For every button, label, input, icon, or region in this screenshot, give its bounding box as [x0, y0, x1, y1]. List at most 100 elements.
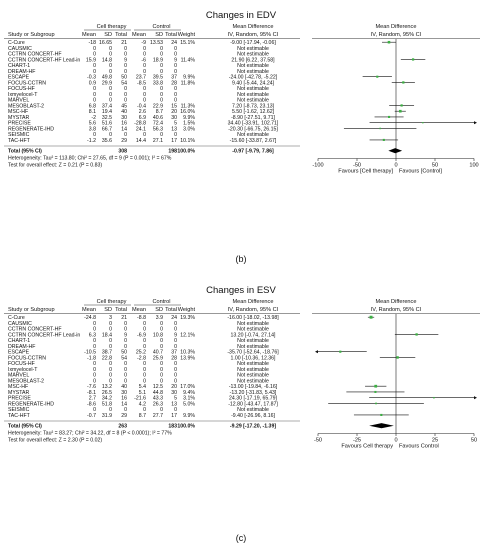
c1-row-e-sd: 0 [109, 321, 112, 327]
c0-favours-left-label: Favours [Cell therapy] [338, 169, 393, 175]
c0-row-c-sd: 56.3 [153, 126, 163, 132]
c1-row-e-sd: 0 [109, 344, 112, 350]
c0-row-e-sd: 29.9 [102, 80, 112, 86]
c1-row-e-total: 29 [121, 413, 127, 419]
c1-effect-square [415, 333, 418, 336]
c1-header-e-total: Total [115, 307, 127, 313]
c0-row-e-total: 45 [121, 103, 127, 109]
c1-row-study-label: C-Cure [8, 315, 25, 321]
c1-row-ci: 24.30 [-17.19, 65.79] [229, 396, 277, 402]
c1-row-e-total: 16 [121, 396, 127, 402]
c0-row-e-total: 14 [121, 126, 127, 132]
c1-row-e-total: 21 [121, 315, 127, 321]
c1-row-study-label: CAUSMIC [8, 321, 32, 327]
c1-row-e-total: 0 [124, 407, 127, 413]
c0-row-e-sd: 19.4 [102, 109, 112, 115]
c0-row-c-total: 17 [171, 138, 177, 144]
c1-row-e-mean: 0 [93, 344, 96, 350]
c1-row-study-label: DREAM-HF [8, 344, 35, 350]
c1-row-c-mean: 0 [143, 321, 146, 327]
c0-summary-diamond [388, 148, 403, 154]
c0-row-e-total: 16 [121, 121, 127, 127]
c1-row-c-sd: 12.5 [153, 384, 163, 390]
c0-row-e-sd: 51.6 [102, 121, 112, 127]
c1-row-e-mean: -10.5 [84, 350, 96, 356]
c1-row-study-label: MSC-HF [8, 384, 28, 390]
c0-row-e-sd: 49.8 [102, 75, 112, 81]
c0-row-c-sd: 27.1 [153, 138, 163, 144]
c1-row-study-label: CHART-1 [8, 338, 30, 344]
c1-row-c-total: 0 [174, 378, 177, 384]
c0-row-e-total: 0 [124, 63, 127, 69]
c1-x-tick-label: 0 [394, 438, 397, 444]
c0-row-c-mean: -9 [141, 40, 146, 46]
c1-header-md: Mean Difference [233, 299, 274, 305]
c1-row-weight: 9.9% [183, 413, 195, 419]
c0-effect-square [387, 40, 391, 44]
c0-total-weight: 100.0% [177, 149, 195, 155]
c0-x-tick-label: 0 [394, 163, 397, 169]
c1-effect-square [380, 413, 383, 416]
c1-favours-right-label: Favours Control [399, 444, 439, 450]
c0-header-e-sd: SD [104, 32, 112, 38]
c1-header-c-total: Total [165, 307, 177, 313]
c1-favours-left-label: Favours Cell therapy [341, 444, 393, 450]
c0-row-weight: 16.0% [180, 109, 195, 115]
c0-total-c-n: 198 [168, 149, 177, 155]
c1-row-e-mean: 0 [93, 338, 96, 344]
c1-row-c-total: 20 [171, 384, 177, 390]
c0-effect-square [400, 104, 403, 107]
c0-row-ci: 9.40 [-5.44, 24.24] [232, 80, 275, 86]
c0-header-md-method-plot: IV, Random, 95% CI [371, 32, 422, 38]
c1-row-e-mean: -1.8 [87, 355, 96, 361]
c0-row-e-sd: 0 [109, 132, 112, 138]
c0-row-e-total: 29 [121, 138, 127, 144]
c1-row-study-label: ESCAPE [8, 350, 30, 356]
c0-row-ci: -9.00 [-17.94, -0.06] [230, 40, 276, 46]
c1-row-c-mean: 0 [143, 367, 146, 373]
c1-row-c-total: 24 [171, 315, 177, 321]
c0-header-group-ctrl: Control [152, 24, 170, 30]
c1-x-tick-label: -25 [353, 438, 361, 444]
c1-x-tick-label: -50 [314, 438, 322, 444]
c0-row-c-sd: 0 [160, 63, 163, 69]
c1-row-ci: Not estimable [237, 378, 269, 384]
c0-row-study-label: CAUSMIC [8, 46, 32, 52]
c0-row-e-total: 54 [121, 80, 127, 86]
c1-row-e-sd: 31.9 [102, 413, 112, 419]
c0-row-c-mean: 0 [143, 52, 146, 58]
c0-row-c-sd: 13.53 [150, 40, 163, 46]
c1-row-c-mean: 0 [143, 338, 146, 344]
c1-total-label: Total (95% CI) [8, 424, 42, 430]
c0-row-ci: Not estimable [237, 98, 269, 104]
c1-row-e-total: 40 [121, 384, 127, 390]
c1-ci-arrow [315, 350, 318, 354]
c1-row-e-mean: 0 [93, 367, 96, 373]
c0-header-study: Study or Subgroup [8, 32, 55, 38]
c1-row-e-total: 50 [121, 350, 127, 356]
c0-row-e-sd: 0 [109, 92, 112, 98]
c1-row-e-total: 0 [124, 327, 127, 333]
c0-row-e-mean: 3.8 [89, 126, 96, 132]
c0-row-ci: Not estimable [237, 69, 269, 75]
c0-row-e-sd: 32.5 [102, 115, 112, 121]
c1-row-c-sd: 0 [160, 378, 163, 384]
c0-row-c-total: 0 [174, 132, 177, 138]
c1-row-ci: Not estimable [237, 407, 269, 413]
c1-row-c-mean: 4.2 [139, 401, 146, 407]
c1-row-e-total: 0 [124, 344, 127, 350]
c0-row-c-mean: 0 [143, 132, 146, 138]
c0-total-ci: -0.97 [-9.79, 7.86] [232, 149, 274, 155]
c1-row-ci: -13.00 [-19.84, -6.16] [229, 384, 278, 390]
c0-row-e-sd: 0 [109, 86, 112, 92]
c1-row-study-label: FOCUS-CCTRN [8, 355, 46, 361]
c1-header-study: Study or Subgroup [8, 307, 55, 313]
c0-row-c-total: 0 [174, 63, 177, 69]
c0-header-md-method: IV, Random, 95% CI [228, 32, 279, 38]
c1-header-e-sd: SD [104, 307, 112, 313]
c1-row-ci: Not estimable [237, 344, 269, 350]
c0-header-e-mean: Mean [82, 32, 96, 38]
c1-row-weight: 17.0% [180, 384, 195, 390]
c1-row-c-mean: 8.7 [139, 413, 146, 419]
c0-row-c-sd: 0 [160, 52, 163, 58]
